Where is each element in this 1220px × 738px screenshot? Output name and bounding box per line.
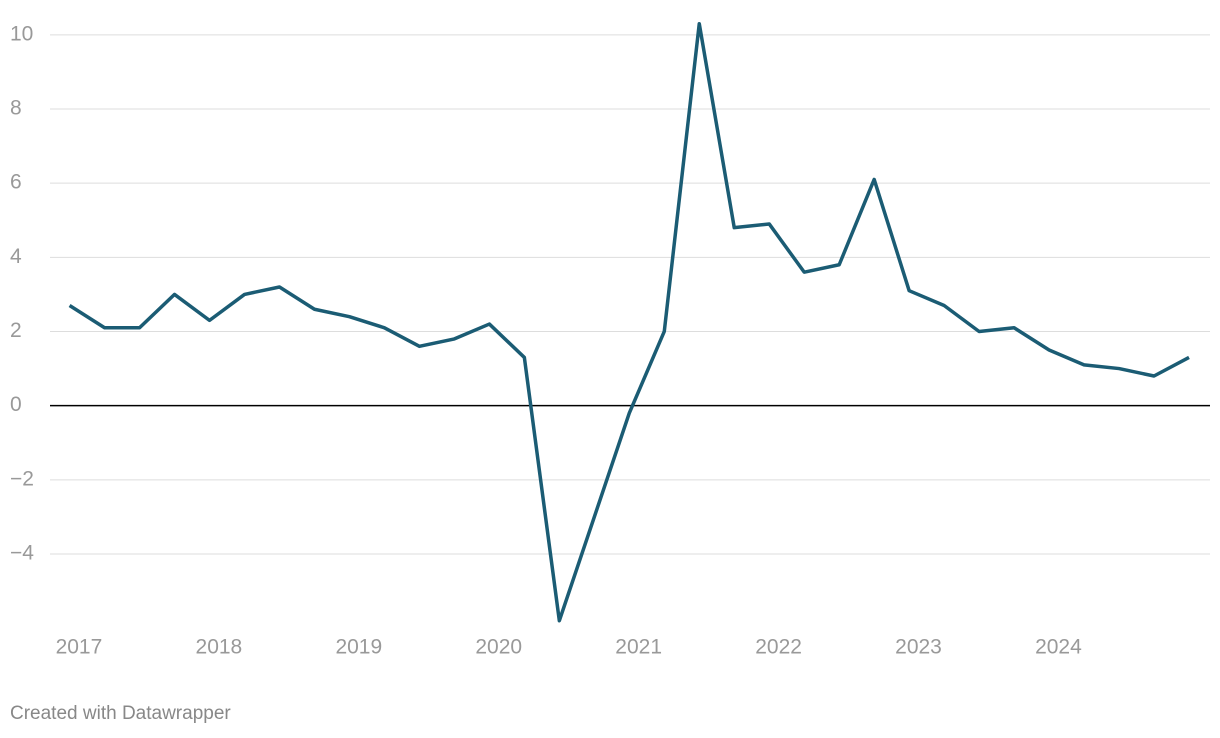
x-tick-label: 2022 <box>755 636 802 659</box>
y-tick-label: 8 <box>10 97 22 120</box>
footer: Created with Datawrapper <box>10 703 231 724</box>
x-tick-label: 2017 <box>56 636 103 659</box>
y-tick-label: −2 <box>10 467 34 490</box>
y-tick-label: 4 <box>10 245 22 268</box>
x-tick-label: 2023 <box>895 636 942 659</box>
x-tick-label: 2020 <box>475 636 522 659</box>
line <box>68 21 1190 623</box>
x-tick-label: 2024 <box>1035 636 1082 659</box>
y-tick-label: −4 <box>10 542 34 565</box>
y-tick-label: 10 <box>10 22 33 45</box>
x-tick-label: 2019 <box>335 636 382 659</box>
y-tick-label: 0 <box>10 393 22 416</box>
x-tick-label: 2021 <box>615 636 662 659</box>
y-tick-label: 2 <box>10 319 22 342</box>
x-tick-label: 2018 <box>196 636 243 659</box>
y-tick-label: 6 <box>10 171 22 194</box>
